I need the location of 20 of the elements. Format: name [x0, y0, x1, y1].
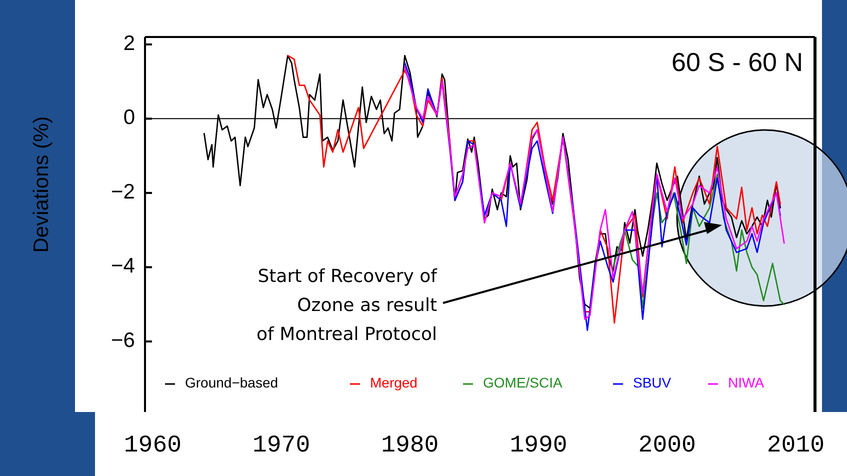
y-tick-label: −2 — [111, 180, 135, 204]
y-tick-label: 0 — [123, 106, 135, 130]
annotation: Start of Recovery of Ozone as result of Montreal Protocol — [256, 266, 438, 345]
legend-label: Merged — [370, 374, 418, 391]
y-tick-label: 2 — [123, 32, 135, 55]
chart-title: 60 S - 60 N — [671, 47, 803, 77]
x-tick-label: 2000 — [638, 432, 696, 460]
y-tick-label: −4 — [111, 254, 136, 278]
x-tick-label: 1960 — [124, 432, 182, 460]
x-tick-label: 2010 — [766, 432, 825, 460]
legend-label: Ground−based — [185, 374, 278, 391]
legend-label: GOME/SCIA — [483, 374, 564, 391]
x-tick-label: 1980 — [381, 432, 439, 460]
legend-label: SBUV — [633, 374, 672, 391]
legend-label: NIWA — [728, 374, 765, 391]
x-tick-label: 1970 — [252, 432, 310, 460]
x-tick-label: 1990 — [510, 432, 568, 460]
y-tick-label: −6 — [111, 329, 135, 352]
line-series — [612, 174, 785, 309]
y-axis-title: Deviations (%) — [30, 116, 53, 253]
